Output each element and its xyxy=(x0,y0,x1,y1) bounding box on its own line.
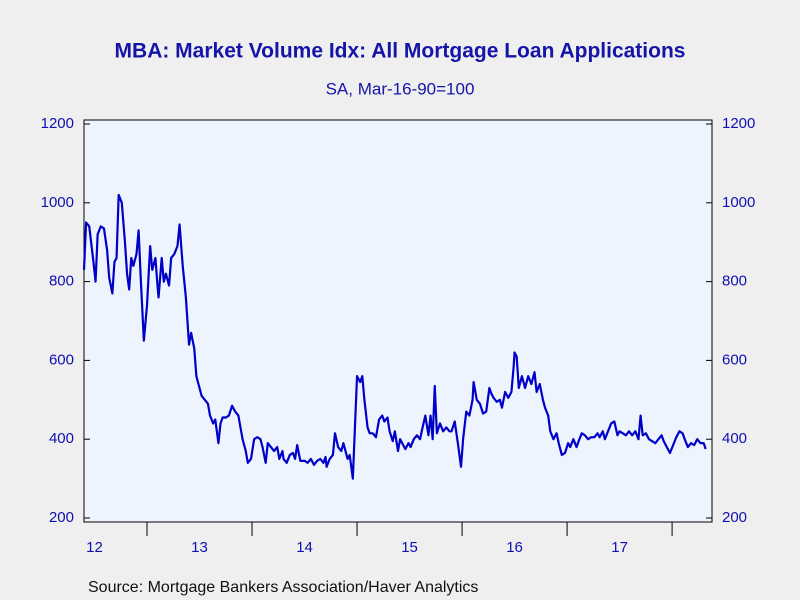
y2-tick-label: 200 xyxy=(722,509,747,526)
x-tick-label: 13 xyxy=(191,539,208,556)
y2-tick-label: 800 xyxy=(722,273,747,290)
y-tick-label: 800 xyxy=(49,273,74,290)
line-series xyxy=(82,193,707,480)
y2-tick-label: 1000 xyxy=(722,194,755,211)
source-note: Source: Mortgage Bankers Association/Hav… xyxy=(88,579,478,596)
x-tick-label: 17 xyxy=(611,539,628,556)
y2-tick-label: 600 xyxy=(722,351,747,368)
y-tick-label: 600 xyxy=(49,351,74,368)
y-tick-label: 200 xyxy=(49,509,74,526)
y2-tick-label: 400 xyxy=(722,430,747,447)
chart-subtitle: SA, Mar-16-90=100 xyxy=(326,79,475,98)
x-tick-label: 16 xyxy=(506,539,523,556)
x-tick-label: 15 xyxy=(401,539,418,556)
y-tick-label: 1000 xyxy=(41,194,74,211)
x-tick-label: 14 xyxy=(296,539,313,556)
chart-title: MBA: Market Volume Idx: All Mortgage Loa… xyxy=(115,40,686,63)
y-tick-label: 1200 xyxy=(41,115,74,132)
y-tick-label: 400 xyxy=(49,430,74,447)
plot-area xyxy=(83,119,713,523)
y2-tick-label: 1200 xyxy=(722,115,755,132)
x-tick-label: 12 xyxy=(86,539,103,556)
